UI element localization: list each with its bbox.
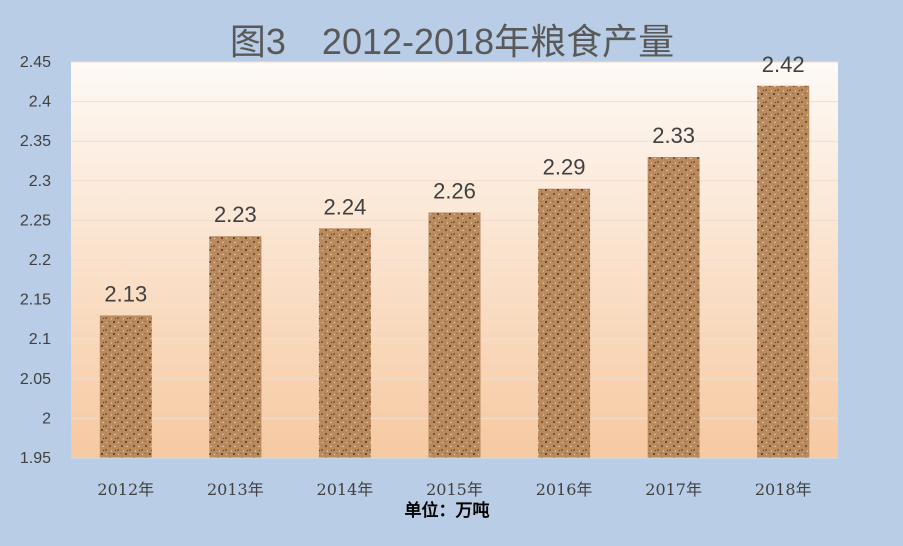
y-tick-label: 2.25 — [20, 212, 51, 229]
y-tick-label: 2.3 — [29, 173, 51, 190]
bars — [99, 85, 810, 459]
bar-2016年 — [538, 188, 591, 458]
y-tick-label: 2.4 — [29, 94, 51, 111]
x-tick-label: 2018年 — [755, 480, 812, 499]
data-label: 2.42 — [762, 52, 805, 77]
bar-2015年 — [428, 212, 481, 458]
y-tick-label: 2.15 — [20, 292, 51, 309]
x-tick-label: 2012年 — [97, 480, 154, 499]
chart-title: 图3 2012-2018年粮食产量 — [230, 21, 674, 62]
bar-2014年 — [318, 228, 371, 458]
y-tick-label: 2.05 — [20, 371, 51, 388]
bar-2018年 — [757, 85, 810, 458]
x-tick-label: 2015年 — [426, 480, 483, 499]
y-tick-label: 2 — [42, 410, 51, 427]
data-label: 2.23 — [214, 202, 257, 227]
unit-label: 单位：万吨 — [405, 500, 490, 520]
bar-2012年 — [99, 315, 152, 458]
y-tick-label: 2.2 — [29, 252, 51, 269]
bar-2013年 — [209, 236, 262, 458]
x-tick-label: 2014年 — [317, 480, 374, 499]
data-labels: 2.13 2.23 2.24 2.26 2.29 2.33 2.42 — [104, 52, 804, 307]
x-tick-label: 2013年 — [207, 480, 264, 499]
data-label: 2.33 — [652, 123, 695, 148]
y-axis-ticks: 1.95 2 2.05 2.1 2.15 2.2 2.25 2.3 2.35 2.4 2.45 — [20, 54, 51, 467]
y-tick-label: 2.1 — [29, 331, 51, 348]
data-label: 2.24 — [324, 194, 367, 219]
data-label: 2.29 — [543, 155, 586, 180]
y-tick-label: 2.35 — [20, 133, 51, 150]
y-tick-label: 1.95 — [20, 450, 51, 467]
bar-2017年 — [647, 157, 700, 459]
data-label: 2.26 — [433, 178, 476, 203]
x-tick-label: 2017年 — [645, 480, 702, 499]
x-tick-label: 2016年 — [536, 480, 593, 499]
x-axis-ticks: 2012年 2013年 2014年 2015年 2016年 2017年 2018年 — [97, 480, 811, 499]
data-label: 2.13 — [104, 281, 147, 306]
y-tick-label: 2.45 — [20, 54, 51, 71]
